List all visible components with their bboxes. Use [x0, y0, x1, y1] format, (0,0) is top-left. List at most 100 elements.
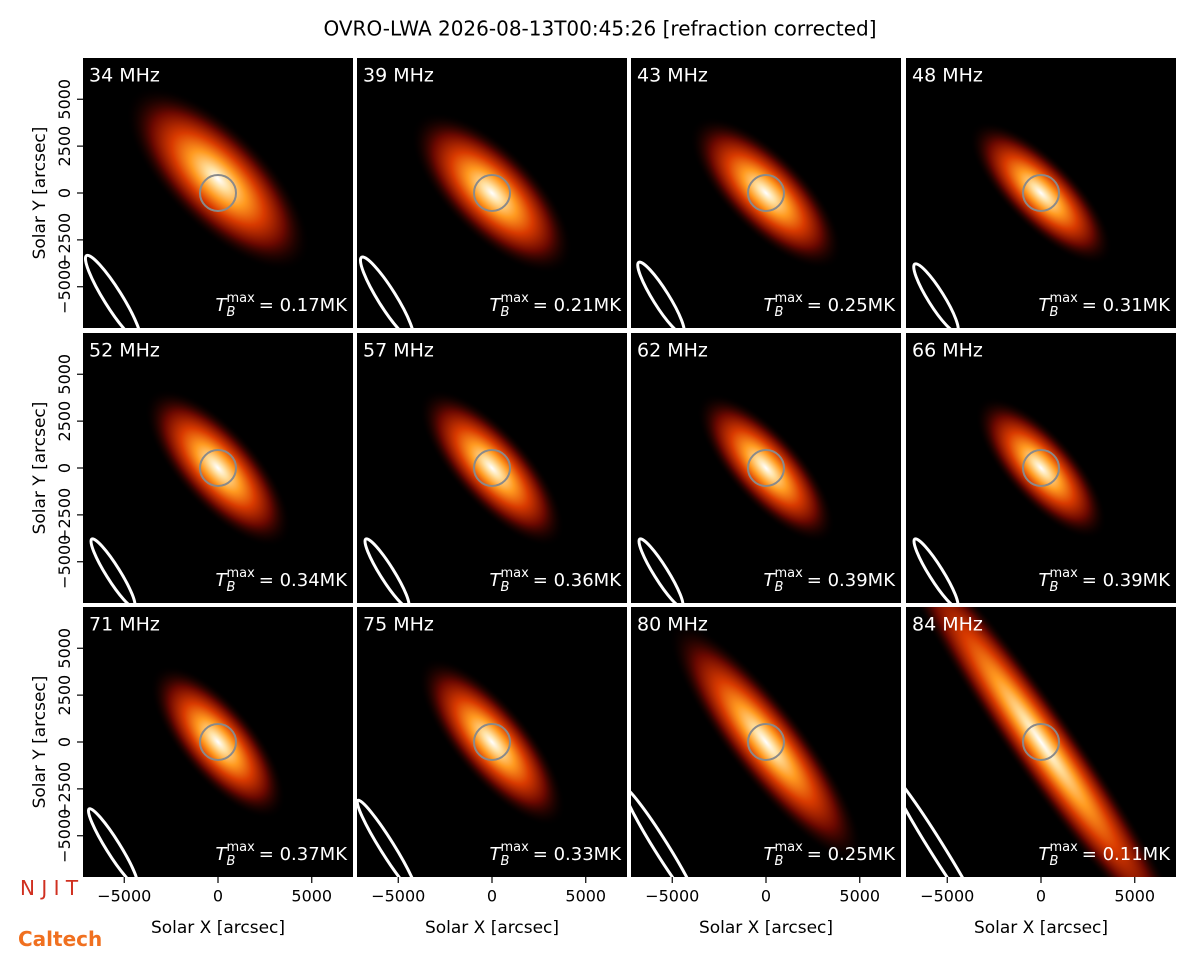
tb-sup: max: [774, 566, 803, 581]
frequency-label: 66 MHz: [912, 340, 983, 362]
y-tick-label: 0: [55, 737, 74, 747]
emission-blob: [689, 116, 843, 270]
tb-sup: max: [500, 566, 529, 581]
emission-blob: [697, 393, 835, 543]
tb-symbol: T: [1039, 844, 1052, 865]
beam: [86, 807, 140, 877]
emission-blob: [975, 397, 1107, 539]
tb-max-label: TBmax = 0.34MK: [216, 566, 349, 595]
tb-symbol: T: [216, 844, 229, 865]
frequency-label: 52 MHz: [89, 340, 160, 362]
y-tick-label: 5000: [55, 354, 74, 395]
x-axis-label: Solar X [arcsec]: [425, 918, 559, 938]
tb-value: = 0.36MK: [533, 570, 622, 591]
beam: [357, 798, 419, 877]
tb-sub: B: [775, 854, 784, 869]
tb-sup: max: [226, 840, 255, 855]
tb-sub: B: [775, 580, 784, 595]
panel: [906, 333, 1176, 603]
x-tick-label: −5000: [920, 887, 974, 906]
beam: [906, 769, 986, 877]
y-tick-label: −5000: [55, 535, 74, 589]
x-tick-label: 5000: [291, 887, 332, 906]
panel: [631, 333, 901, 603]
tb-symbol: T: [216, 570, 229, 591]
beam: [363, 537, 411, 603]
x-axis-label: Solar X [arcsec]: [974, 918, 1108, 938]
tb-value: = 0.39MK: [807, 570, 896, 591]
tb-sup: max: [226, 291, 255, 306]
x-tick-label: 5000: [1114, 887, 1155, 906]
tb-max-label: TBmax = 0.21MK: [490, 291, 623, 320]
figure-title: OVRO-LWA 2026-08-13T00:45:26 [refraction…: [323, 17, 876, 41]
panel: [631, 58, 901, 328]
emission-blob: [668, 621, 864, 863]
frequency-label: 80 MHz: [637, 614, 708, 636]
tb-sup: max: [1049, 840, 1078, 855]
beam: [912, 537, 960, 603]
x-tick-label: 0: [213, 887, 223, 906]
tb-max-label: TBmax = 0.25MK: [764, 291, 897, 320]
x-axis-label: Solar X [arcsec]: [699, 918, 833, 938]
solar-disk: [1022, 723, 1060, 761]
x-tick-label: 0: [487, 887, 497, 906]
tb-symbol: T: [1039, 295, 1052, 316]
tb-value: = 0.31MK: [1082, 295, 1171, 316]
x-tick-label: 0: [761, 887, 771, 906]
frequency-label: 71 MHz: [89, 614, 160, 636]
frequency-label: 75 MHz: [363, 614, 434, 636]
tb-symbol: T: [490, 844, 503, 865]
tb-sub: B: [501, 305, 510, 320]
tb-sub: B: [501, 854, 510, 869]
y-axis-label: Solar Y [arcsec]: [30, 402, 50, 535]
y-tick-label: 5000: [55, 628, 74, 669]
y-tick-label: 0: [55, 188, 74, 198]
tb-symbol: T: [490, 570, 503, 591]
y-tick-label: 2500: [55, 126, 74, 167]
tb-sup: max: [774, 840, 803, 855]
tb-sup: max: [500, 840, 529, 855]
tb-max-label: TBmax = 0.11MK: [1039, 840, 1172, 869]
tb-sub: B: [775, 305, 784, 320]
tb-sup: max: [1049, 566, 1078, 581]
tb-sub: B: [227, 854, 236, 869]
tb-max-label: TBmax = 0.33MK: [490, 840, 623, 869]
solar-disk: [747, 449, 785, 487]
x-axis-label: Solar X [arcsec]: [151, 918, 285, 938]
x-tick-label: 0: [1036, 887, 1046, 906]
frequency-label: 57 MHz: [363, 340, 434, 362]
tb-value: = 0.11MK: [1082, 844, 1171, 865]
tb-sub: B: [1050, 580, 1059, 595]
frequency-label: 43 MHz: [637, 65, 708, 87]
x-tick-label: −5000: [371, 887, 425, 906]
solar-disk: [747, 174, 785, 212]
beam: [637, 537, 685, 603]
y-axis-label: Solar Y [arcsec]: [30, 127, 50, 260]
x-tick-label: −5000: [97, 887, 151, 906]
tb-symbol: T: [764, 295, 777, 316]
y-tick-label: −5000: [55, 809, 74, 863]
emission-blob: [419, 389, 565, 547]
x-tick-label: 5000: [839, 887, 880, 906]
tb-sub: B: [1050, 305, 1059, 320]
tb-max-label: TBmax = 0.17MK: [216, 291, 349, 320]
y-tick-label: −2500: [55, 762, 74, 816]
tb-symbol: T: [764, 844, 777, 865]
panel: [357, 58, 627, 328]
panel: [357, 607, 627, 877]
panel: [357, 333, 627, 603]
tb-sup: max: [1049, 291, 1078, 306]
tb-sub: B: [227, 580, 236, 595]
solar-disk: [199, 174, 237, 212]
y-tick-label: 0: [55, 463, 74, 473]
emission-blob: [418, 657, 566, 827]
emission-blob: [144, 389, 292, 547]
frequency-label: 84 MHz: [912, 614, 983, 636]
panel: [906, 607, 1176, 877]
tb-sup: max: [226, 566, 255, 581]
y-tick-label: −5000: [55, 260, 74, 314]
tb-value: = 0.39MK: [1082, 570, 1171, 591]
tb-max-label: TBmax = 0.39MK: [764, 566, 897, 595]
tb-value: = 0.34MK: [259, 570, 348, 591]
